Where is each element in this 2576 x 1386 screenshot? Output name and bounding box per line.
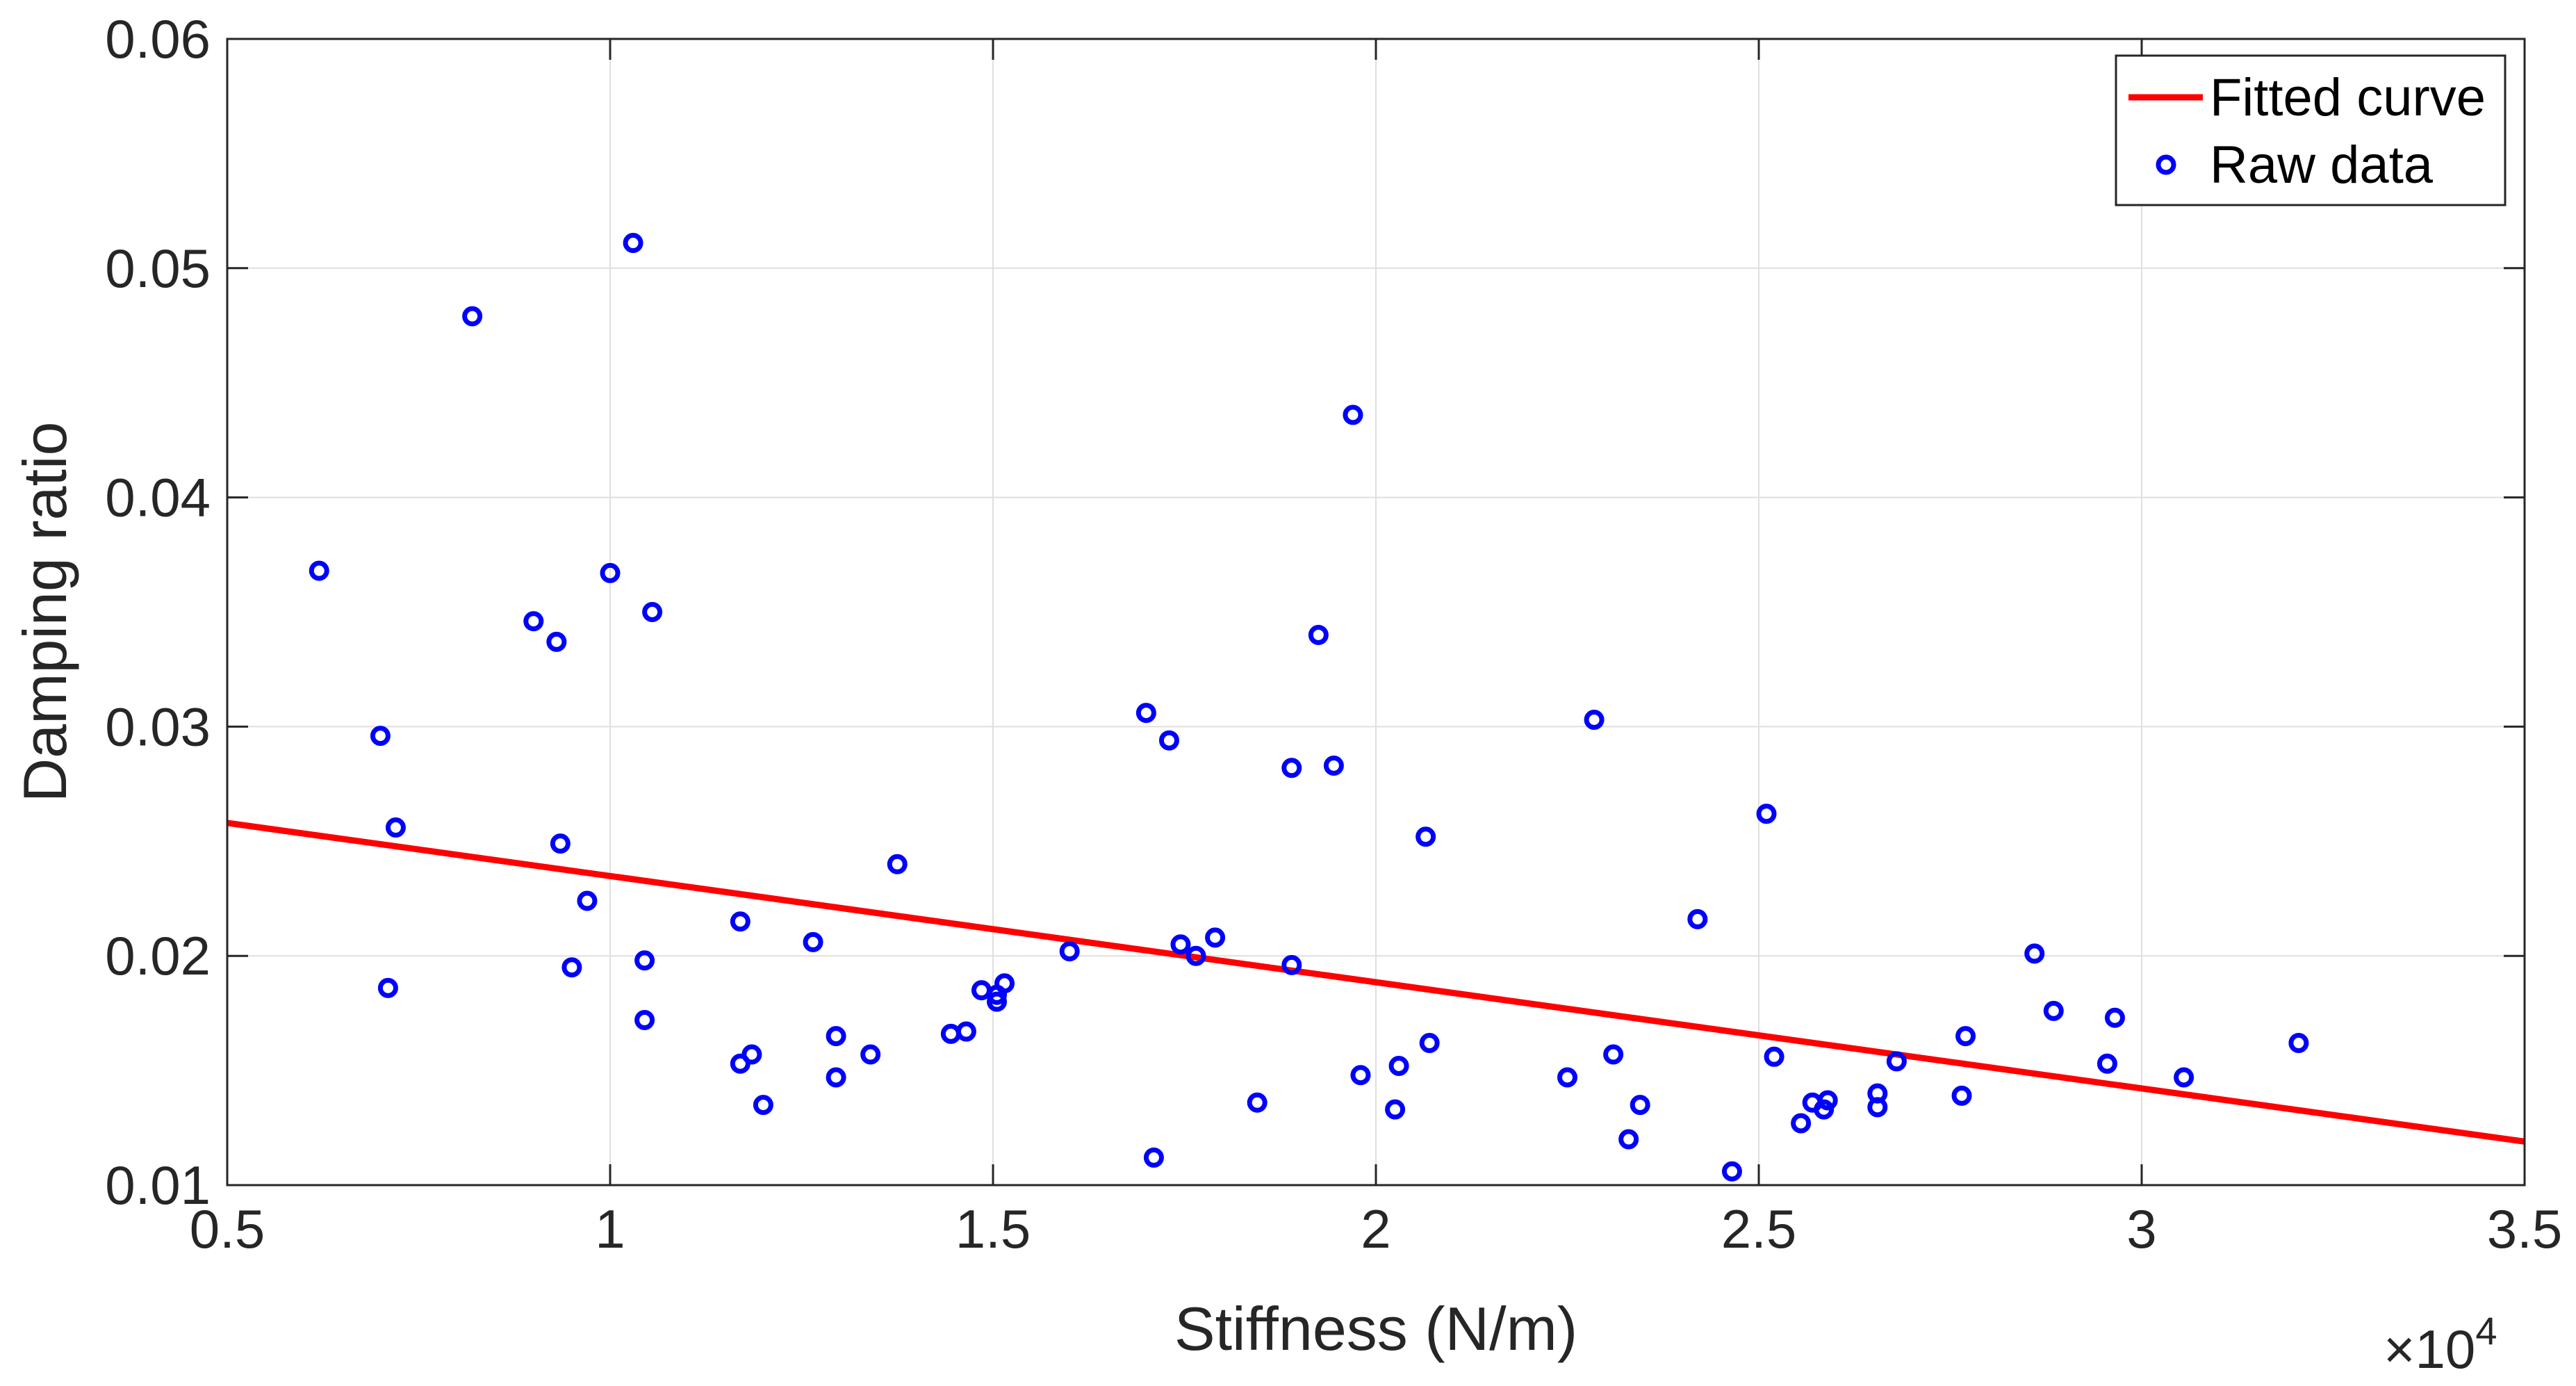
- raw-data-point: [2043, 1000, 2064, 1021]
- raw-data-point: [523, 611, 544, 632]
- x-tick-label: 1.5: [955, 1198, 1031, 1259]
- raw-data-point: [546, 631, 567, 652]
- y-tick-label: 0.04: [105, 467, 211, 528]
- raw-data-point: [1388, 1056, 1409, 1077]
- y-tick-label: 0.01: [105, 1155, 211, 1216]
- legend-box: [2115, 54, 2507, 206]
- legend: Fitted curve Raw data: [2115, 54, 2507, 206]
- raw-data-point: [860, 1044, 881, 1065]
- raw-data-point: [1630, 1095, 1650, 1116]
- raw-data-point: [753, 1095, 773, 1116]
- raw-data-point: [1135, 703, 1156, 724]
- x-axis-multiplier-exponent: 4: [2475, 1309, 2497, 1353]
- y-tick-label: 0.06: [105, 8, 211, 70]
- raw-data-point: [2024, 943, 2045, 964]
- raw-data-point: [955, 1021, 976, 1042]
- raw-data-point: [1143, 1147, 1164, 1168]
- raw-data-point: [550, 833, 571, 854]
- raw-data-point: [994, 973, 1015, 994]
- raw-data-point: [1817, 1090, 1838, 1111]
- raw-data-point: [1059, 941, 1080, 962]
- legend-raw-data-swatch: [2156, 154, 2176, 175]
- raw-data-point: [370, 726, 391, 747]
- fitted-curve-layer: [227, 820, 2525, 1145]
- raw-data-point: [730, 911, 750, 932]
- legend-fitted-curve-label: Fitted curve: [2210, 68, 2486, 127]
- raw-data-point: [803, 931, 823, 952]
- x-tick-label: 1: [595, 1198, 625, 1259]
- raw-data-point: [377, 977, 398, 998]
- x-axis-multiplier: ×104: [2384, 1309, 2497, 1380]
- raw-data-point: [634, 950, 655, 971]
- raw-data-point: [741, 1044, 762, 1065]
- x-tick-label: 2.5: [1721, 1198, 1796, 1259]
- raw-data-point: [1791, 1113, 1812, 1134]
- raw-data-point: [309, 560, 329, 581]
- raw-data-point: [1618, 1129, 1639, 1150]
- raw-data-point: [1955, 1026, 1976, 1047]
- raw-data-point: [1584, 710, 1605, 731]
- x-tick-label: 3.5: [2487, 1198, 2562, 1259]
- raw-data-point: [1687, 908, 1708, 929]
- raw-data-point: [385, 817, 406, 838]
- ticks: 0.5 1 1.5 2 2.5 3 3.5 0.01 0.02 0.03 0.04 0.05 0.06: [105, 8, 2562, 1259]
- raw-data-point: [1281, 954, 1302, 975]
- raw-data-point: [1308, 624, 1329, 645]
- raw-data-point: [462, 306, 483, 327]
- raw-data-point: [1557, 1067, 1577, 1088]
- raw-data-point: [2104, 1007, 2125, 1028]
- raw-data-point: [623, 233, 643, 254]
- raw-data-point: [2097, 1053, 2117, 1074]
- raw-data-point: [1385, 1099, 1406, 1120]
- raw-data-point: [1343, 405, 1363, 425]
- raw-data-point: [1158, 730, 1179, 751]
- raw-data-layer: [309, 233, 2309, 1182]
- raw-data-point: [1603, 1044, 1624, 1065]
- raw-data-point: [1170, 934, 1191, 955]
- y-tick-label: 0.05: [105, 238, 211, 299]
- fitted-curve-line: [227, 820, 2525, 1145]
- raw-data-point: [642, 602, 663, 622]
- raw-data-point: [1323, 755, 1344, 776]
- raw-data-point: [1247, 1092, 1268, 1113]
- raw-data-point: [561, 957, 582, 978]
- raw-data-point: [1350, 1065, 1371, 1086]
- raw-data-point: [1951, 1085, 1972, 1106]
- raw-data-point: [600, 562, 621, 583]
- raw-data-point: [634, 1010, 655, 1031]
- y-axis-label: Damping ratio: [10, 422, 79, 803]
- legend-raw-data-label: Raw data: [2210, 136, 2434, 195]
- raw-data-point: [1886, 1051, 1907, 1072]
- raw-data-point: [2174, 1067, 2194, 1088]
- raw-data-point: [1721, 1161, 1742, 1182]
- y-tick-label: 0.02: [105, 925, 211, 986]
- x-tick-label: 2: [1361, 1198, 1390, 1259]
- raw-data-point: [1416, 826, 1436, 847]
- x-tick-label: 0.5: [190, 1198, 265, 1259]
- raw-data-point: [1764, 1046, 1785, 1067]
- x-tick-label: 3: [2126, 1198, 2156, 1259]
- raw-data-point: [1186, 945, 1206, 966]
- raw-data-point: [1756, 804, 1777, 824]
- y-tick-label: 0.03: [105, 696, 211, 757]
- raw-data-point: [987, 991, 1008, 1012]
- raw-data-point: [1205, 927, 1226, 948]
- raw-data-point: [1419, 1033, 1440, 1054]
- raw-data-point: [826, 1026, 846, 1047]
- x-axis-label: Stiffness (N/m): [1174, 1294, 1577, 1363]
- raw-data-point: [2288, 1033, 2309, 1054]
- raw-data-point: [1281, 758, 1302, 778]
- raw-data-point: [577, 890, 598, 911]
- raw-data-point: [887, 854, 908, 874]
- x-axis-multiplier-base: ×10: [2384, 1319, 2475, 1380]
- raw-data-point: [1867, 1083, 1888, 1104]
- raw-data-point: [826, 1067, 846, 1088]
